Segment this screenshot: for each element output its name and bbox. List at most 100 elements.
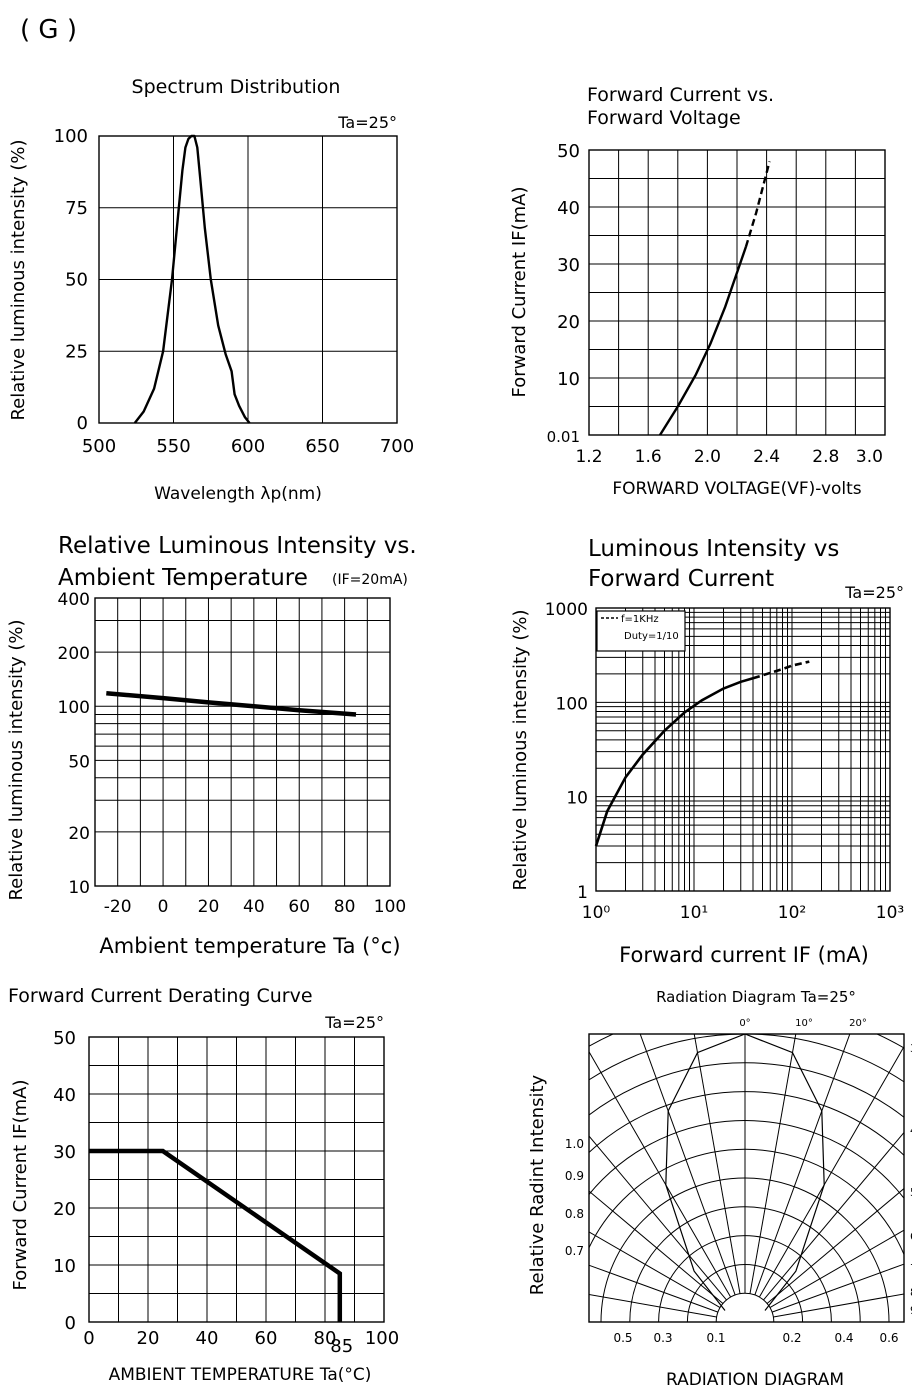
ivtemp-title-line1: Relative Luminous Intensity vs.	[58, 533, 417, 559]
radiation-radial-tick: 0.9	[565, 1169, 584, 1183]
ivif-legend-entry-2: Duty=1/10	[624, 631, 679, 642]
derating-y-tick: 40	[53, 1085, 76, 1106]
ifvf-title-line2: Forward Voltage	[587, 107, 741, 129]
derating-curve	[89, 1148, 343, 1322]
ifvf-y-tick: 40	[557, 198, 580, 219]
ivtemp-x-tick: 60	[288, 897, 310, 917]
ifvf-x-ticks: 1.2 1.6 2.0 2.4 2.8 3.0	[575, 447, 882, 467]
derating-x-tick: 80	[314, 1328, 337, 1349]
spectrum-y-tick: 50	[65, 270, 88, 291]
angle-spoke	[589, 1050, 732, 1298]
derating-series-line	[89, 1148, 343, 1322]
spectrum-curve	[133, 134, 251, 424]
ivtemp-ylabel: Relative luminous intensity (%)	[6, 619, 27, 900]
ifvf-x-tick: 2.8	[812, 447, 839, 467]
ivif-annotation: Ta=25°	[844, 583, 904, 602]
angle-spoke	[766, 1187, 904, 1304]
ivif-y-tick: 1000	[545, 600, 588, 620]
radiation-grid-lines	[589, 1034, 904, 1322]
ivif-legend-entry-1: f=1KHz	[621, 614, 659, 625]
ivif-curve	[594, 660, 810, 847]
ifvf-x-tick: 1.6	[635, 447, 662, 467]
ifvf-series-solid	[658, 246, 748, 436]
ifvf-series-dashed	[744, 161, 771, 248]
ifvf-x-tick: 2.0	[694, 447, 721, 467]
angle-spoke	[749, 1034, 797, 1294]
ifvf-x-tick: 1.2	[575, 447, 602, 467]
angle-spoke	[589, 1190, 724, 1304]
sheet-label: ( G )	[20, 15, 77, 45]
radiation-angle-tick: 10°	[795, 1018, 813, 1029]
radiation-radial-tick: 0.8	[565, 1207, 584, 1221]
ifvf-ylabel: Forward Current IF(mA)	[509, 187, 530, 398]
angle-spoke	[589, 1135, 727, 1301]
ifvf-title-line1: Forward Current vs.	[587, 84, 774, 106]
radiation-radial-tick: 1.0	[565, 1137, 584, 1151]
radiation-bottom-tick: 0.2	[782, 1331, 801, 1345]
derating-annotation: Ta=25°	[324, 1013, 384, 1032]
ivif-xlabel: Forward current IF (mA)	[619, 943, 869, 967]
ivtemp-x-tick: 0	[158, 897, 169, 917]
derating-y-tick: 0	[65, 1313, 76, 1334]
ivif-series-solid	[594, 677, 754, 847]
ifvf-y-tick: 10	[557, 369, 580, 390]
derating-y-tick: 50	[53, 1028, 76, 1049]
ivif-x-tick: 10¹	[680, 903, 708, 923]
spectrum-plot-frame	[98, 135, 398, 424]
ivtemp-y-ticks: 10 20 50 100 200 400	[58, 590, 90, 898]
spectrum-y-tick: 100	[54, 126, 88, 147]
ifvf-plot-frame	[588, 149, 886, 436]
angle-spoke	[769, 1229, 904, 1309]
spectrum-x-tick: 550	[156, 436, 190, 457]
radiation-edge-tick: 9	[910, 1304, 912, 1317]
ivtemp-title-line2: Ambient Temperature	[58, 565, 308, 591]
radiation-bottom-tick: 0.3	[653, 1331, 672, 1345]
radiation-series-line	[665, 1034, 825, 1311]
ivif-y-tick: 1	[577, 883, 588, 903]
angle-spoke	[773, 1293, 904, 1318]
spectrum-title: Spectrum Distribution	[132, 76, 341, 98]
chart-if-vf: Forward Current vs. Forward Voltage 1.2 1…	[509, 84, 886, 499]
ivtemp-xlabel: Ambient temperature Ta (°c)	[99, 934, 400, 958]
ivtemp-y-tick: 10	[68, 878, 90, 898]
ifvf-y-tick: 30	[557, 255, 580, 276]
derating-y-tick: 30	[53, 1142, 76, 1163]
ivif-plot-frame	[595, 607, 891, 892]
derating-title: Forward Current Derating Curve	[8, 985, 313, 1007]
derating-x-tick: 0	[83, 1328, 94, 1349]
angle-spoke	[589, 1264, 719, 1313]
ifvf-y-tick: 0.01	[547, 428, 580, 446]
ivtemp-y-tick: 400	[58, 590, 90, 610]
chart-iv-temp: Relative Luminous Intensity vs. Ambient …	[6, 533, 417, 958]
derating-xlabel: AMBIENT TEMPERATURE Ta(°C)	[109, 1365, 372, 1385]
spectrum-x-tick: 650	[305, 436, 339, 457]
ifvf-y-ticks: 0.01 10 20 30 40 50	[547, 141, 580, 446]
ivif-y-tick: 10	[566, 789, 588, 809]
chart-derating: Forward Current Derating Curve Ta=25° 0 2…	[8, 985, 399, 1385]
ivtemp-x-tick: 40	[243, 897, 265, 917]
derating-ylabel: Forward Current IF(mA)	[10, 1080, 31, 1291]
radiation-edge-tick: 6	[910, 1230, 912, 1243]
ivtemp-y-tick: 50	[68, 752, 90, 772]
radiation-angle-tick: 0°	[739, 1018, 750, 1029]
radiation-edge-tick: 7	[910, 1262, 912, 1275]
ivif-x-tick: 10²	[778, 903, 806, 923]
ivif-y-tick: 100	[556, 694, 588, 714]
plot-border	[94, 597, 391, 887]
ivif-x-tick: 10³	[876, 903, 904, 923]
radiation-angle-tick: 20°	[849, 1018, 867, 1029]
radiation-bottom-tick: 0.1	[706, 1331, 725, 1345]
ivif-y-ticks: 1 10 100 1000	[545, 600, 588, 903]
ivtemp-x-tick: 100	[374, 897, 406, 917]
radiation-edge-tick: 8	[910, 1286, 912, 1299]
radiation-edge-tick: 5	[910, 1186, 912, 1199]
ivif-x-tick: 10⁰	[582, 903, 611, 923]
radiation-bottom-tick: 0.4	[834, 1331, 853, 1345]
ivtemp-x-ticks: -20 0 20 40 60 80 100	[104, 897, 406, 917]
spectrum-y-tick: 75	[65, 198, 88, 219]
angle-spoke	[639, 1034, 736, 1296]
ivtemp-y-tick: 200	[58, 644, 90, 664]
angle-spoke	[589, 1231, 721, 1309]
